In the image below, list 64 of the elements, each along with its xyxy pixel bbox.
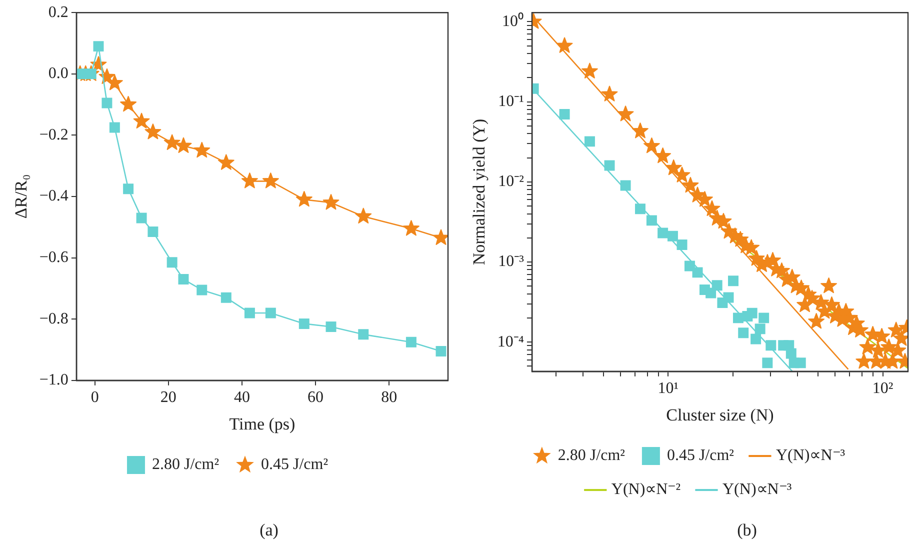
- text: (a): [260, 520, 278, 540]
- point: [326, 322, 336, 332]
- legend-label: Y(N)∝N⁻³: [776, 447, 846, 464]
- y-tick-label: 10⁰: [502, 12, 524, 30]
- point: [436, 346, 446, 357]
- point: [166, 257, 178, 268]
- text: (b): [737, 520, 757, 540]
- legend-label: Y(N)∝N⁻³: [722, 481, 792, 498]
- x-axis-title: Cluster size (N): [666, 405, 774, 424]
- point: [120, 96, 136, 112]
- legend-label: 0.45 J/cm²: [666, 447, 734, 464]
- point: [358, 329, 369, 340]
- x-tick-label: 0: [90, 389, 99, 406]
- y-tick-label: −0.6: [39, 249, 68, 266]
- point: [322, 194, 340, 210]
- point: [403, 220, 420, 236]
- point: [196, 284, 208, 296]
- y-tick-label: −0.8: [39, 310, 68, 328]
- point: [175, 137, 192, 153]
- point: [194, 142, 210, 158]
- y-tick-label: 0.2: [48, 4, 68, 21]
- point: [220, 292, 232, 303]
- y-tick-label: 10⁻¹: [498, 93, 524, 110]
- point: [242, 172, 258, 188]
- point: [244, 308, 255, 318]
- x-tick-label: 40: [234, 389, 250, 406]
- point: [148, 226, 158, 237]
- point: [218, 154, 234, 170]
- x-tick-label: 80: [381, 389, 398, 406]
- point: [178, 274, 189, 284]
- point: [164, 134, 180, 150]
- y-tick-label: −0.2: [39, 126, 68, 144]
- y-tick-label: −1.0: [39, 372, 68, 389]
- y-axis-title: ΔR/R₀: [12, 174, 31, 219]
- point: [133, 112, 150, 128]
- point: [109, 122, 120, 133]
- point: [106, 74, 123, 90]
- point: [406, 336, 416, 348]
- point: [355, 208, 372, 224]
- y-tick-label: 10⁻⁴: [497, 333, 524, 350]
- point: [136, 212, 147, 224]
- point: [298, 318, 310, 329]
- legend-label: 0.45 J/cm²: [261, 456, 328, 474]
- point: [262, 172, 279, 188]
- point: [296, 190, 312, 207]
- y-tick-label: −0.4: [39, 188, 68, 205]
- y-axis-title: Normalized yield (Y): [470, 118, 489, 266]
- legend-label: 2.80 J/cm²: [152, 456, 220, 474]
- point: [265, 308, 276, 318]
- point: [432, 229, 448, 245]
- y-tick-label: 10⁻²: [498, 173, 524, 190]
- legend-label: Y(N)∝N⁻²: [611, 481, 681, 498]
- x-tick-label: 10¹: [658, 380, 679, 398]
- x-tick-label: 10²: [872, 380, 894, 398]
- point: [102, 98, 112, 108]
- legend-label: 2.80 J/cm²: [558, 447, 626, 464]
- x-axis-title: Time (ps): [229, 414, 296, 434]
- point: [123, 184, 134, 194]
- x-tick-label: 60: [308, 389, 324, 406]
- point: [93, 41, 104, 52]
- point: [144, 124, 162, 140]
- y-tick-label: 10⁻³: [498, 253, 524, 270]
- x-tick-label: 20: [160, 389, 176, 406]
- y-tick-label: 0.0: [48, 65, 68, 82]
